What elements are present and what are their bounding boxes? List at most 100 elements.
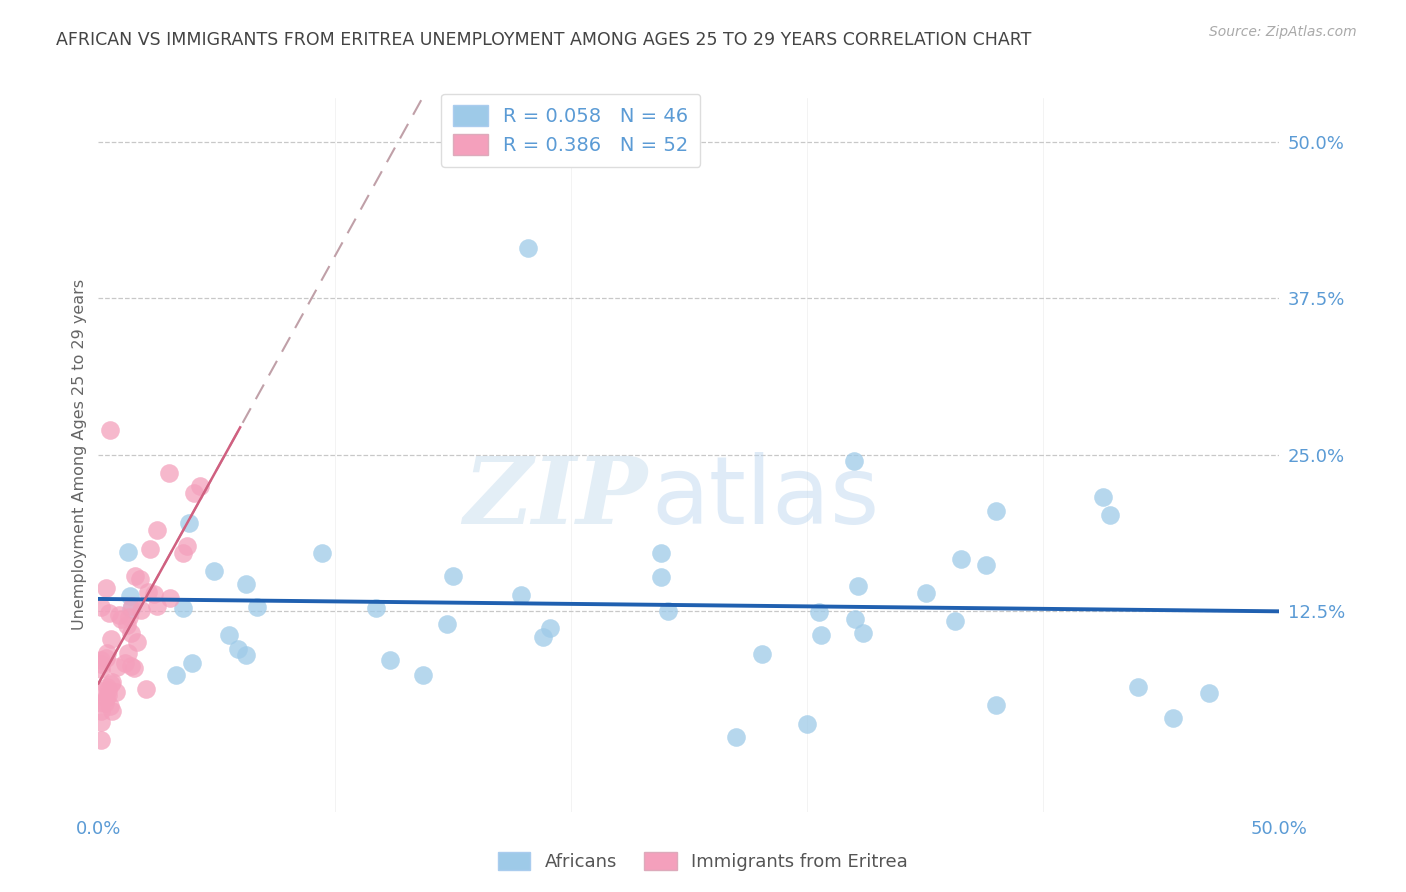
- Point: [202, 564, 225, 578]
- Point: [943, 615, 966, 629]
- Point: [1091, 490, 1114, 504]
- Point: [657, 604, 679, 618]
- Point: [98, 699, 121, 714]
- Point: [146, 599, 169, 614]
- Point: [118, 590, 141, 604]
- Point: [844, 454, 866, 468]
- Point: [117, 646, 139, 660]
- Point: [90, 661, 112, 675]
- Point: [176, 539, 198, 553]
- Point: [105, 660, 128, 674]
- Point: [90, 600, 112, 615]
- Point: [107, 607, 129, 622]
- Point: [120, 626, 142, 640]
- Point: [110, 612, 132, 626]
- Point: [96, 646, 118, 660]
- Point: [104, 685, 127, 699]
- Point: [441, 569, 464, 583]
- Point: [90, 657, 112, 671]
- Point: [90, 714, 112, 729]
- Point: [90, 733, 112, 747]
- Point: [984, 504, 1007, 518]
- Point: [538, 621, 561, 635]
- Y-axis label: Unemployment Among Ages 25 to 29 years: Unemployment Among Ages 25 to 29 years: [72, 279, 87, 631]
- Point: [725, 730, 748, 744]
- Point: [121, 599, 143, 614]
- Point: [226, 641, 249, 656]
- Point: [235, 576, 257, 591]
- Point: [100, 704, 122, 718]
- Point: [364, 600, 387, 615]
- Point: [807, 605, 830, 619]
- Point: [751, 647, 773, 661]
- Point: [124, 568, 146, 582]
- Point: [157, 466, 180, 480]
- Point: [950, 551, 973, 566]
- Point: [183, 486, 205, 500]
- Point: [1198, 686, 1220, 700]
- Point: [245, 600, 267, 615]
- Point: [650, 546, 672, 560]
- Point: [1126, 680, 1149, 694]
- Point: [159, 591, 181, 606]
- Point: [114, 656, 136, 670]
- Point: [101, 674, 124, 689]
- Point: [436, 617, 458, 632]
- Point: [120, 658, 142, 673]
- Point: [117, 545, 139, 559]
- Point: [97, 688, 120, 702]
- Point: [218, 628, 240, 642]
- Point: [844, 612, 866, 626]
- Point: [100, 677, 122, 691]
- Legend: Africans, Immigrants from Eritrea: Africans, Immigrants from Eritrea: [491, 845, 915, 879]
- Point: [517, 241, 540, 255]
- Point: [122, 661, 145, 675]
- Legend: R = 0.058   N = 46, R = 0.386   N = 52: R = 0.058 N = 46, R = 0.386 N = 52: [441, 94, 700, 167]
- Text: Source: ZipAtlas.com: Source: ZipAtlas.com: [1209, 25, 1357, 39]
- Point: [165, 668, 187, 682]
- Point: [846, 579, 869, 593]
- Point: [1098, 508, 1121, 522]
- Point: [96, 681, 118, 695]
- Point: [984, 698, 1007, 713]
- Point: [142, 587, 165, 601]
- Point: [96, 650, 118, 665]
- Text: atlas: atlas: [651, 451, 879, 544]
- Point: [974, 558, 997, 572]
- Point: [94, 696, 117, 710]
- Point: [509, 588, 531, 602]
- Point: [127, 634, 149, 648]
- Point: [796, 717, 818, 731]
- Point: [810, 628, 832, 642]
- Point: [172, 601, 194, 615]
- Point: [531, 630, 554, 644]
- Point: [90, 704, 112, 718]
- Point: [129, 603, 152, 617]
- Point: [1161, 711, 1184, 725]
- Point: [90, 684, 112, 698]
- Point: [146, 523, 169, 537]
- Point: [115, 617, 138, 632]
- Point: [412, 667, 434, 681]
- Point: [118, 609, 141, 624]
- Point: [180, 656, 202, 670]
- Point: [172, 546, 194, 560]
- Point: [96, 581, 118, 595]
- Point: [90, 696, 112, 710]
- Text: ZIP: ZIP: [464, 453, 648, 542]
- Point: [235, 648, 257, 662]
- Point: [100, 632, 122, 647]
- Point: [177, 516, 200, 530]
- Point: [90, 653, 112, 667]
- Point: [190, 479, 212, 493]
- Point: [650, 570, 672, 584]
- Point: [97, 683, 120, 698]
- Text: AFRICAN VS IMMIGRANTS FROM ERITREA UNEMPLOYMENT AMONG AGES 25 TO 29 YEARS CORREL: AFRICAN VS IMMIGRANTS FROM ERITREA UNEMP…: [56, 31, 1032, 49]
- Point: [98, 423, 121, 437]
- Point: [378, 653, 401, 667]
- Point: [120, 601, 142, 615]
- Point: [311, 546, 333, 560]
- Point: [136, 584, 159, 599]
- Point: [129, 572, 152, 586]
- Point: [852, 626, 875, 640]
